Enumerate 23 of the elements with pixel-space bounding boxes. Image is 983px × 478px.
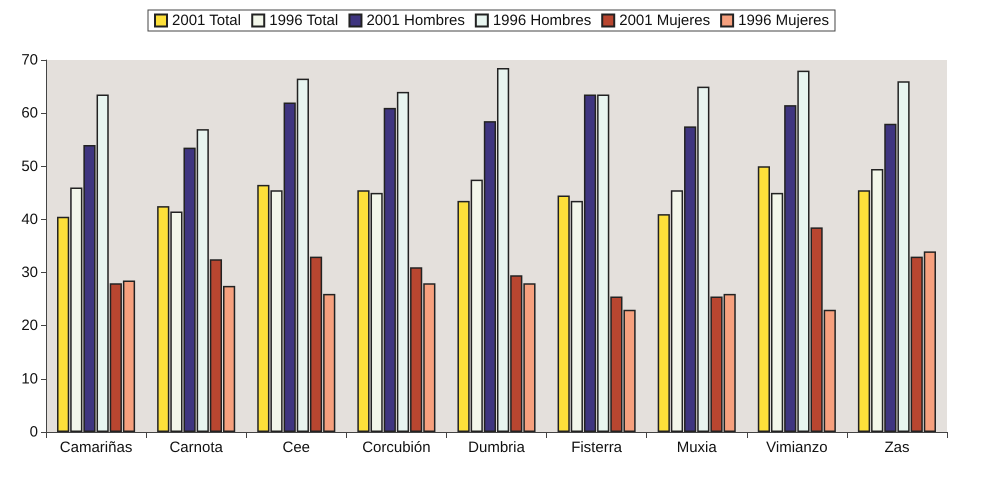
x-tick-label: Fisterra [571,439,623,456]
x-tick-label: Camariñas [60,439,132,456]
legend-label: 1996 Hombres [492,12,592,29]
legend-label: 1996 Total [269,12,338,29]
y-tick-label: 0 [30,424,38,440]
y-tick-label: 10 [21,370,38,388]
x-tick-label: Muxia [676,439,718,456]
x-tick-label: Carnota [169,439,224,456]
legend-label: 2001 Total [172,12,241,29]
y-tick-label: 70 [21,52,38,68]
x-tick-label: Cee [282,439,310,456]
y-tick-label: 50 [21,158,38,175]
y-tick-label: 30 [21,264,38,282]
x-tick-label: Corcubión [362,439,431,456]
y-tick-label: 60 [21,104,38,122]
x-tick-label: Zas [884,439,910,456]
legend-label: 2001 Hombres [366,12,465,29]
x-tick-label: Dumbria [468,439,526,456]
y-tick-label: 40 [21,210,38,228]
y-tick-label: 20 [21,317,38,334]
legend-label: 2001 Mujeres [619,12,710,29]
legend-label: 1996 Mujeres [738,12,829,29]
x-tick-label: Vimianzo [766,439,828,456]
